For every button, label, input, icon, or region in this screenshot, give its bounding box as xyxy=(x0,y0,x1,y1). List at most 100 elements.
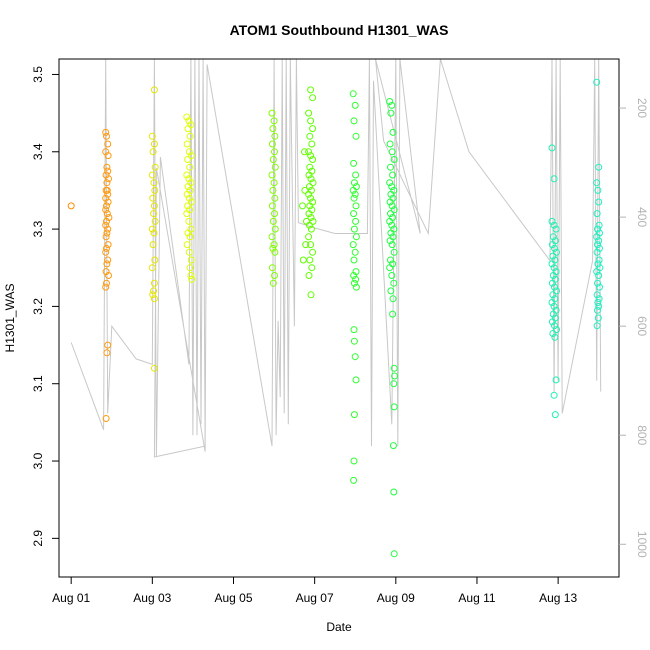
series-6 xyxy=(349,90,360,484)
data-point xyxy=(352,376,360,384)
data-point xyxy=(270,117,278,125)
data-point xyxy=(349,241,357,249)
data-point xyxy=(307,117,315,125)
data-point xyxy=(305,109,313,117)
data-point xyxy=(390,279,398,287)
data-point xyxy=(352,217,360,225)
data-point xyxy=(187,152,195,160)
x-tick-label: Aug 01 xyxy=(52,591,90,605)
data-point xyxy=(187,272,195,279)
data-point xyxy=(187,198,195,206)
data-point xyxy=(309,125,317,133)
data-point xyxy=(151,163,159,171)
data-point xyxy=(550,391,558,399)
data-point xyxy=(268,171,276,179)
data-point xyxy=(350,225,358,233)
altitude-line xyxy=(70,58,602,458)
data-point xyxy=(593,78,601,86)
data-point xyxy=(150,210,158,218)
data-point xyxy=(351,190,359,198)
data-point xyxy=(352,283,360,291)
data-point xyxy=(548,299,556,306)
data-point xyxy=(387,287,395,295)
data-point xyxy=(151,217,159,225)
y2-tick-label: 1000 xyxy=(635,531,649,558)
data-point xyxy=(388,101,396,109)
data-point xyxy=(350,279,358,287)
data-point xyxy=(388,202,396,210)
data-point xyxy=(388,241,396,249)
data-point xyxy=(552,376,560,384)
data-point xyxy=(309,248,317,256)
data-point xyxy=(183,171,191,179)
data-point xyxy=(306,202,314,210)
data-point xyxy=(307,152,315,160)
series-2 xyxy=(148,86,159,372)
data-point xyxy=(349,186,357,194)
series-3 xyxy=(183,113,196,283)
data-point xyxy=(548,318,556,326)
data-point xyxy=(595,221,603,229)
data-point xyxy=(305,148,313,156)
data-point xyxy=(305,190,313,198)
data-point xyxy=(269,279,277,287)
y-axis-label: H1301_WAS xyxy=(3,284,17,353)
data-point xyxy=(305,183,313,191)
data-point xyxy=(594,279,601,287)
data-point xyxy=(350,256,358,264)
data-point xyxy=(102,206,110,214)
data-point xyxy=(150,202,158,210)
data-point xyxy=(149,291,157,299)
data-point xyxy=(387,109,395,117)
data-point xyxy=(183,190,191,198)
data-point xyxy=(352,202,360,210)
data-point xyxy=(390,488,398,496)
y2-tick-label: 800 xyxy=(635,425,649,445)
data-point xyxy=(184,183,192,191)
data-point xyxy=(307,86,315,94)
data-point xyxy=(595,198,603,206)
data-point xyxy=(104,225,112,233)
plot-frame xyxy=(58,58,620,578)
y2-tick-label: 200 xyxy=(635,98,649,118)
data-point xyxy=(350,272,358,279)
data-point xyxy=(549,330,557,337)
data-point xyxy=(593,233,601,241)
data-point xyxy=(184,156,192,163)
data-point xyxy=(386,140,394,148)
data-point xyxy=(593,322,601,330)
data-point xyxy=(268,202,276,210)
data-point xyxy=(104,241,112,249)
data-point xyxy=(307,214,315,221)
data-point xyxy=(150,229,158,237)
data-point xyxy=(548,241,556,249)
data-point xyxy=(148,225,156,233)
data-point xyxy=(102,283,110,291)
data-point xyxy=(549,252,557,260)
data-point xyxy=(271,148,278,156)
x-axis: Aug 01 Aug 03 Aug 05 Aug 07 Aug 09 Aug 11 Aug … xyxy=(52,577,577,605)
data-point xyxy=(185,175,193,183)
data-point xyxy=(185,248,193,256)
data-point xyxy=(594,299,602,306)
data-point xyxy=(104,190,112,198)
data-point xyxy=(269,125,277,133)
data-point xyxy=(351,248,359,256)
data-point xyxy=(150,179,158,187)
data-point xyxy=(386,179,394,187)
data-point xyxy=(104,140,112,148)
data-point xyxy=(103,202,110,210)
y2-tick-label: 400 xyxy=(635,207,649,227)
data-point xyxy=(352,233,360,241)
x-tick-label: Aug 09 xyxy=(377,591,415,605)
data-point xyxy=(185,117,193,125)
data-point xyxy=(551,322,558,330)
data-point xyxy=(548,217,556,225)
data-point xyxy=(307,175,315,183)
data-point xyxy=(150,287,158,295)
data-point xyxy=(103,229,111,237)
data-point xyxy=(104,198,112,206)
data-point xyxy=(350,194,358,202)
data-point xyxy=(308,264,316,272)
data-point xyxy=(102,415,110,422)
